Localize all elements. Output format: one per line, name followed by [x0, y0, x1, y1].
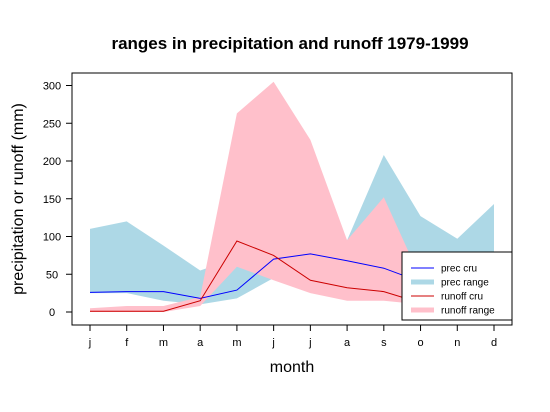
y-axis: 0 50 100 150 200 250 300	[43, 81, 73, 319]
y-axis-label: precipitation or runoff (mm)	[10, 103, 27, 295]
x-tick-label: o	[417, 337, 423, 349]
y-tick-label: 100	[43, 232, 61, 244]
x-tick-label: a	[344, 337, 351, 349]
x-tick-label: m	[159, 337, 168, 349]
x-axis-label: month	[270, 359, 314, 376]
x-tick-label: n	[454, 337, 460, 349]
x-tick-label: d	[491, 337, 497, 349]
range-bands	[90, 81, 494, 312]
x-tick-label: j	[308, 337, 311, 349]
x-tick-label: a	[197, 337, 204, 349]
chart-title: ranges in precipitation and runoff 1979-…	[111, 34, 468, 53]
legend-label: runoff cru	[441, 292, 483, 303]
legend-label: prec range	[441, 278, 489, 289]
legend: prec cru prec range runoff cru runoff range	[401, 251, 513, 321]
x-tick-label: m	[232, 337, 241, 349]
x-tick-label: j	[271, 337, 274, 349]
y-tick-label: 150	[43, 194, 61, 206]
x-tick-label: j	[88, 337, 91, 349]
y-tick-label: 300	[43, 81, 61, 93]
y-tick-label: 250	[43, 118, 61, 130]
legend-label: runoff range	[441, 306, 495, 317]
y-tick-label: 200	[43, 156, 61, 168]
x-tick-label: s	[381, 337, 387, 349]
x-tick-label: f	[125, 337, 129, 349]
y-tick-label: 50	[46, 269, 58, 281]
y-tick-label: 0	[49, 307, 55, 319]
runoff-range-band	[90, 81, 494, 312]
legend-label: prec cru	[441, 264, 477, 275]
